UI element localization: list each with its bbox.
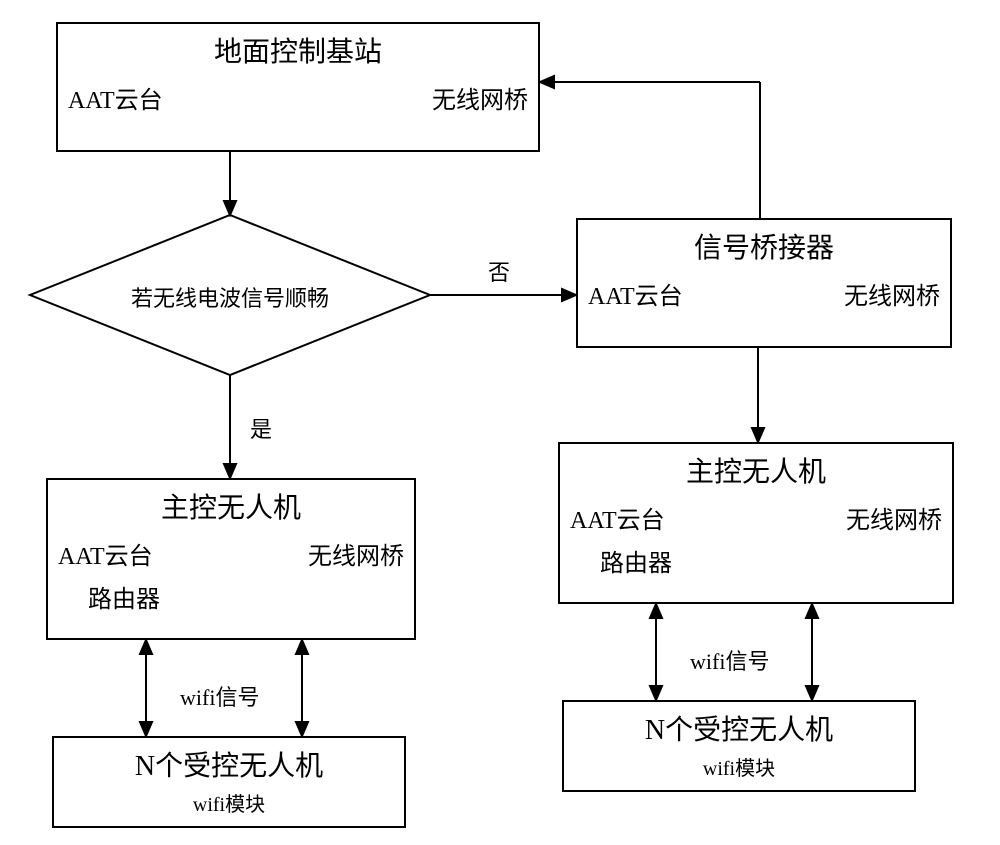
- main_uav_left-left-label: AAT云台: [58, 536, 153, 571]
- controlled_left-sub-label: wifi模块: [64, 788, 394, 817]
- bridge-title: 信号桥接器: [588, 226, 940, 266]
- controlled_left-title: N个受控无人机: [64, 744, 394, 784]
- main_uav_right-bottom-label: 路由器: [570, 543, 942, 578]
- ground_station: 地面控制基站 AAT云台 无线网桥: [56, 22, 540, 152]
- decision-text: 若无线电波信号顺畅: [90, 281, 370, 313]
- ground_station-title: 地面控制基站: [68, 30, 528, 70]
- controlled_right-title: N个受控无人机: [574, 708, 904, 748]
- label-no: 否: [488, 255, 510, 287]
- ground_station-left-label: AAT云台: [68, 80, 163, 115]
- main_uav_right-title: 主控无人机: [570, 450, 942, 490]
- main_uav_right-left-label: AAT云台: [570, 500, 665, 535]
- bridge-left-label: AAT云台: [588, 276, 683, 311]
- main_uav_left: 主控无人机 AAT云台 无线网桥路由器: [46, 478, 416, 640]
- controlled_right: N个受控无人机 wifi模块: [562, 700, 916, 792]
- main_uav_right-right-label: 无线网桥: [846, 500, 942, 535]
- bridge: 信号桥接器 AAT云台 无线网桥: [576, 218, 952, 348]
- label-yes: 是: [250, 412, 272, 444]
- ground_station-right-label: 无线网桥: [432, 80, 528, 115]
- flowchart-canvas: 地面控制基站AAT云台无线网桥若无线电波信号顺畅信号桥接器AAT云台无线网桥主控…: [0, 0, 1000, 845]
- bridge-right-label: 无线网桥: [844, 276, 940, 311]
- label-wifi_right: wifi信号: [690, 644, 769, 676]
- label-wifi_left: wifi信号: [180, 680, 259, 712]
- main_uav_left-title: 主控无人机: [58, 486, 404, 526]
- controlled_left: N个受控无人机 wifi模块: [52, 736, 406, 828]
- main_uav_left-bottom-label: 路由器: [58, 579, 404, 614]
- controlled_right-sub-label: wifi模块: [574, 752, 904, 781]
- main_uav_left-right-label: 无线网桥: [308, 536, 404, 571]
- main_uav_right: 主控无人机 AAT云台 无线网桥路由器: [558, 442, 954, 604]
